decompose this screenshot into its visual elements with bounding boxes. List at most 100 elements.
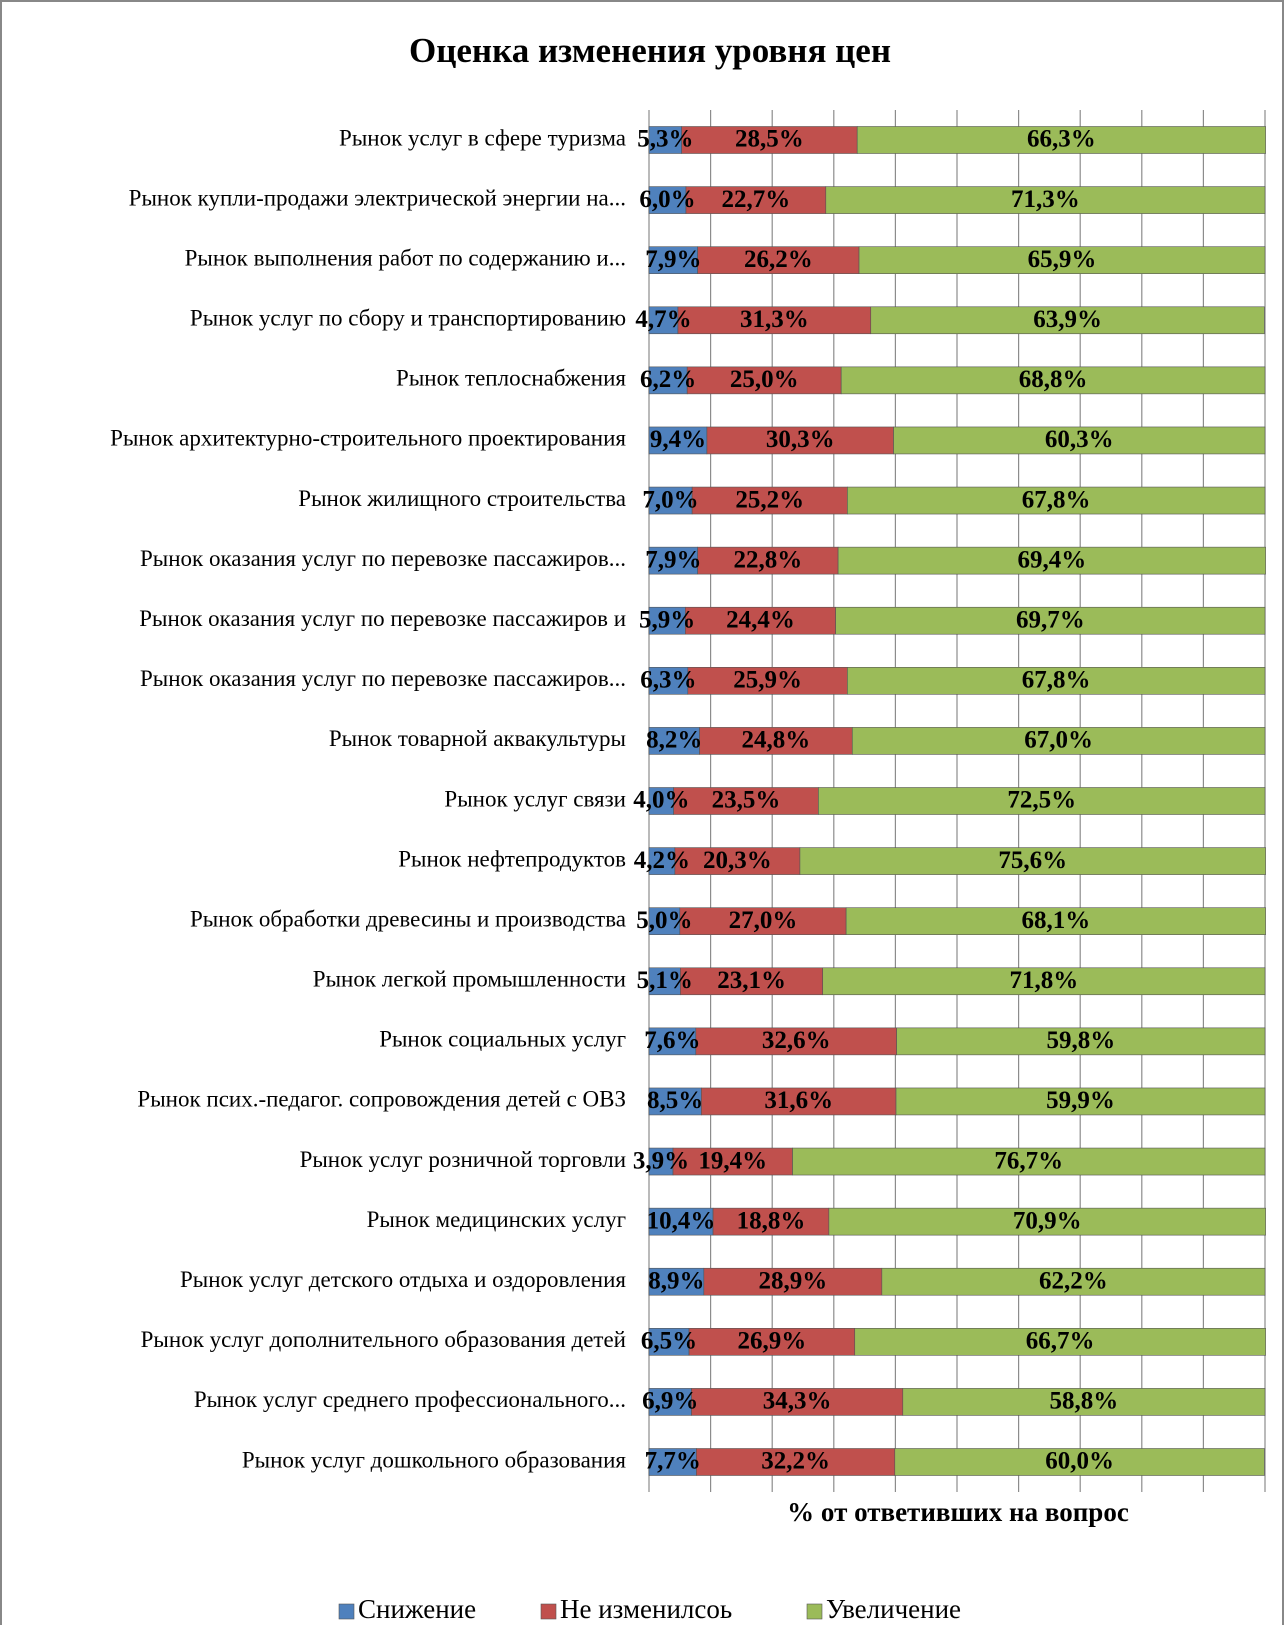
bar-segment xyxy=(648,1207,714,1236)
bar-segment xyxy=(799,847,1266,875)
bar-segment xyxy=(893,426,1266,455)
y-tick-label: Рынок оказания услуг по перевозке пассаж… xyxy=(140,546,626,571)
y-tick-label: Рынок выполнения работ по содержанию и..… xyxy=(185,245,626,270)
bar-segment xyxy=(688,1328,856,1356)
data-label: 22,7% xyxy=(722,186,791,213)
data-label: 5,1% xyxy=(637,967,693,994)
bar-segment xyxy=(648,967,681,996)
data-label: 8,5% xyxy=(647,1087,703,1114)
legend-label: Снижение xyxy=(358,1594,476,1624)
bar-segment xyxy=(854,1328,1266,1356)
bar-segment xyxy=(679,907,847,935)
bar-segment xyxy=(870,306,1265,335)
bar-segment xyxy=(856,126,1266,154)
y-tick-label: Рынок теплоснабжения xyxy=(396,366,626,391)
y-tick-label: Рынок легкой промышленности xyxy=(313,967,626,992)
data-label: 69,4% xyxy=(1017,546,1086,573)
bar-segment xyxy=(648,847,676,875)
data-label: 7,6% xyxy=(644,1027,700,1054)
data-label: 34,3% xyxy=(763,1388,832,1415)
data-label: 28,9% xyxy=(758,1267,827,1294)
bar-segment xyxy=(648,1087,702,1116)
bar-segment xyxy=(648,667,689,695)
data-label: 62,2% xyxy=(1039,1267,1108,1294)
y-tick-label: Рынок услуг связи xyxy=(444,786,626,811)
bar-segment xyxy=(648,126,682,154)
data-label: 4,7% xyxy=(635,306,691,333)
data-label: 23,5% xyxy=(712,787,781,814)
data-label: 67,8% xyxy=(1022,486,1091,513)
data-label: 6,9% xyxy=(642,1388,698,1415)
data-label: 25,0% xyxy=(730,366,799,393)
data-label: 65,9% xyxy=(1028,246,1097,273)
data-label: 5,9% xyxy=(639,606,695,633)
bar-segment xyxy=(847,667,1266,695)
bar-segment xyxy=(845,907,1266,935)
bar-segment xyxy=(648,1147,674,1176)
data-label: 71,3% xyxy=(1011,186,1080,213)
data-label: 9,4% xyxy=(650,426,706,453)
legend-swatch xyxy=(806,1603,823,1620)
data-label: 5,0% xyxy=(636,907,692,934)
data-label: 26,9% xyxy=(738,1328,807,1355)
bar-segment xyxy=(697,546,839,575)
data-label: 3,9% xyxy=(633,1147,689,1174)
data-label: 71,8% xyxy=(1009,967,1078,994)
data-label: 68,1% xyxy=(1021,907,1090,934)
y-tick-label: Рынок услуг дополнительного образования … xyxy=(141,1327,626,1352)
bar-segment xyxy=(687,667,848,695)
y-tick-label: Рынок услуг в сфере туризма xyxy=(339,125,626,150)
data-label: 69,7% xyxy=(1016,606,1085,633)
data-label: 67,0% xyxy=(1024,727,1093,754)
data-label: 24,8% xyxy=(742,727,811,754)
bar-segment xyxy=(895,1087,1266,1116)
chart-title: Оценка изменения уровня цен xyxy=(409,31,891,70)
bar-segment xyxy=(674,847,801,875)
bar-segment xyxy=(792,1147,1266,1176)
bar-segment xyxy=(699,727,853,755)
bar-segment xyxy=(648,186,687,214)
y-tick-label: Рынок купли-продажи электрической энерги… xyxy=(129,185,626,210)
y-tick-label: Рынок псих.-педагог. сопровождения детей… xyxy=(137,1087,626,1112)
legend-label: Увеличение xyxy=(826,1594,961,1624)
legend-swatch xyxy=(540,1603,557,1620)
data-label: 60,0% xyxy=(1045,1448,1114,1475)
bar-segment xyxy=(858,246,1266,274)
bar-segment xyxy=(648,486,693,515)
bar-segment xyxy=(648,1328,690,1356)
data-label: 7,0% xyxy=(642,486,698,513)
bar-segment xyxy=(828,1207,1266,1236)
bar-segment xyxy=(712,1207,830,1236)
y-tick-label: Рынок услуг дошкольного образования xyxy=(242,1447,627,1472)
data-label: 7,9% xyxy=(645,246,701,273)
data-label: 30,3% xyxy=(766,426,835,453)
y-tick-label: Рынок товарной аквакультуры xyxy=(329,726,626,751)
data-label: 67,8% xyxy=(1022,667,1091,694)
x-axis-title: % от ответивших на вопрос xyxy=(787,1497,1129,1527)
data-label: 32,2% xyxy=(761,1448,830,1475)
bar-segment xyxy=(825,186,1266,214)
data-label: 24,4% xyxy=(726,606,795,633)
bar-segment xyxy=(696,1448,896,1476)
y-tick-label: Рынок медицинских услуг xyxy=(367,1207,626,1232)
y-tick-label: Рынок услуг среднего профессионального..… xyxy=(194,1387,626,1412)
data-label: 75,6% xyxy=(998,847,1067,874)
data-label: 72,5% xyxy=(1007,787,1076,814)
bar-segment xyxy=(673,787,819,815)
data-label: 25,2% xyxy=(735,486,804,513)
bar-segment xyxy=(822,967,1266,996)
data-label: 22,8% xyxy=(734,546,803,573)
bar-segment xyxy=(902,1388,1266,1416)
data-label: 19,4% xyxy=(698,1147,767,1174)
y-tick-label: Рынок обработки древесины и производства xyxy=(190,906,626,931)
y-tick-label: Рынок оказания услуг по перевозке пассаж… xyxy=(139,606,626,631)
data-label: 6,0% xyxy=(639,186,695,213)
bar-segment xyxy=(896,1027,1266,1056)
y-tick-label: Рынок услуг по сбору и транспортированию xyxy=(190,306,626,331)
data-label: 76,7% xyxy=(994,1147,1063,1174)
legend-swatch xyxy=(338,1603,355,1620)
data-label: 60,3% xyxy=(1045,426,1114,453)
bar-segment xyxy=(840,366,1266,395)
bar-segment xyxy=(648,366,688,395)
data-label: 68,8% xyxy=(1019,366,1088,393)
